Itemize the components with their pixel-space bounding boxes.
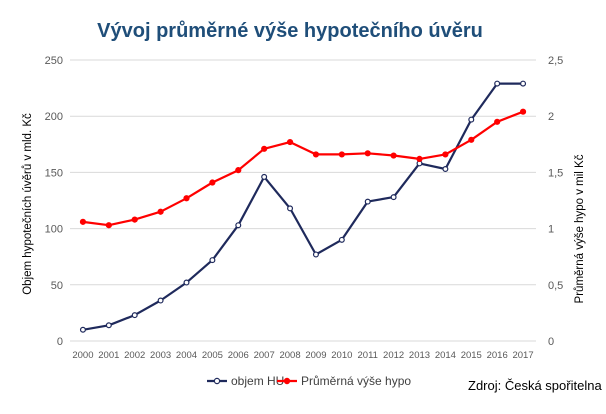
data-point — [494, 80, 501, 87]
data-point — [390, 194, 397, 201]
x-tick-label: 2016 — [487, 350, 508, 361]
x-tick-label: 2004 — [176, 350, 197, 361]
y-axis-label-left: Objem hypotečních úvěrů v mld. Kč — [22, 113, 34, 295]
legend-label: Průměrná výše hypo — [301, 374, 411, 388]
data-point — [494, 118, 501, 125]
data-point — [286, 138, 294, 146]
right-axis-ticks: 0 0,5 1 1,5 2 2,5 — [548, 55, 563, 348]
series-layer — [79, 80, 527, 333]
legend: objem HU Průměrná výše hypo — [207, 374, 411, 388]
legend-label: objem HU — [231, 374, 284, 388]
series-1 — [79, 80, 527, 333]
data-point — [416, 155, 423, 163]
legend-marker — [283, 377, 291, 385]
data-point — [312, 251, 319, 258]
data-point — [442, 166, 449, 173]
x-tick-label: 2005 — [202, 350, 223, 361]
data-point — [183, 279, 190, 286]
y-tick-label-left: 50 — [51, 280, 63, 292]
y-tick-label-right: 2,5 — [548, 55, 563, 67]
x-tick-label: 2007 — [254, 350, 275, 361]
data-point — [105, 322, 112, 329]
data-point — [468, 116, 475, 123]
y-tick-label-right: 0,5 — [548, 280, 563, 292]
data-point — [468, 136, 475, 143]
chart-title: Vývoj průměrné výše hypotečního úvěru — [97, 20, 483, 42]
series-2 — [79, 108, 527, 229]
data-point — [235, 222, 242, 229]
y-tick-label-left: 200 — [45, 111, 63, 123]
x-tick-label: 2012 — [383, 350, 404, 361]
x-tick-label: 2000 — [72, 350, 93, 361]
data-point — [261, 145, 268, 152]
x-tick-label: 2003 — [150, 350, 171, 361]
y-tick-label-left: 250 — [45, 55, 63, 67]
x-tick-label: 2011 — [358, 350, 378, 361]
data-point — [157, 208, 164, 215]
x-tick-label: 2001 — [98, 350, 119, 361]
x-tick-label: 2010 — [331, 350, 352, 361]
gridlines — [70, 59, 536, 342]
y-tick-label-left: 0 — [57, 336, 63, 348]
series-line — [82, 82, 524, 331]
data-point — [183, 195, 190, 202]
x-tick-label: 2009 — [305, 350, 326, 361]
y-axis-label-right: Průměrná výše hypo v mil Kč — [574, 154, 586, 303]
x-tick-label: 2014 — [435, 350, 456, 361]
data-point — [364, 198, 371, 205]
y-tick-label-right: 0 — [548, 336, 554, 348]
data-point — [235, 167, 242, 174]
data-point — [209, 257, 216, 264]
data-point — [261, 173, 268, 180]
data-point — [520, 80, 527, 87]
y-tick-label-right: 1 — [548, 224, 554, 236]
data-point — [157, 297, 164, 304]
left-axis-ticks: 0 50 100 150 200 250 — [45, 55, 63, 348]
x-tick-label: 2015 — [461, 350, 482, 361]
data-point — [338, 151, 345, 158]
x-tick-label: 2008 — [279, 350, 300, 361]
x-tick-label: 2002 — [124, 350, 145, 361]
x-tick-label: 2006 — [228, 350, 249, 361]
data-point — [209, 179, 216, 186]
y-tick-label-left: 150 — [45, 167, 63, 179]
data-point — [338, 236, 345, 243]
y-tick-label-left: 100 — [45, 224, 63, 236]
y-tick-label-right: 1,5 — [548, 167, 563, 179]
data-point — [131, 216, 138, 223]
data-point — [312, 151, 320, 158]
series-line — [82, 110, 524, 227]
data-point — [364, 150, 371, 157]
data-point — [105, 222, 112, 229]
data-point — [79, 326, 86, 333]
data-point — [131, 312, 138, 319]
source-note: Zdroj: Česká spořitelna — [468, 378, 602, 393]
data-point — [442, 151, 449, 158]
data-point — [79, 218, 87, 225]
y-tick-label-right: 2 — [548, 111, 554, 123]
data-point — [519, 108, 527, 115]
legend-marker — [213, 377, 221, 385]
x-axis-ticks: 2000 2001 2002 2003 2004 2005 2006 2007 2008 2009… — [72, 350, 533, 361]
x-tick-label: 2013 — [409, 350, 430, 361]
x-tick-label: 2017 — [512, 350, 533, 361]
data-point — [390, 152, 397, 159]
data-point — [287, 205, 294, 212]
